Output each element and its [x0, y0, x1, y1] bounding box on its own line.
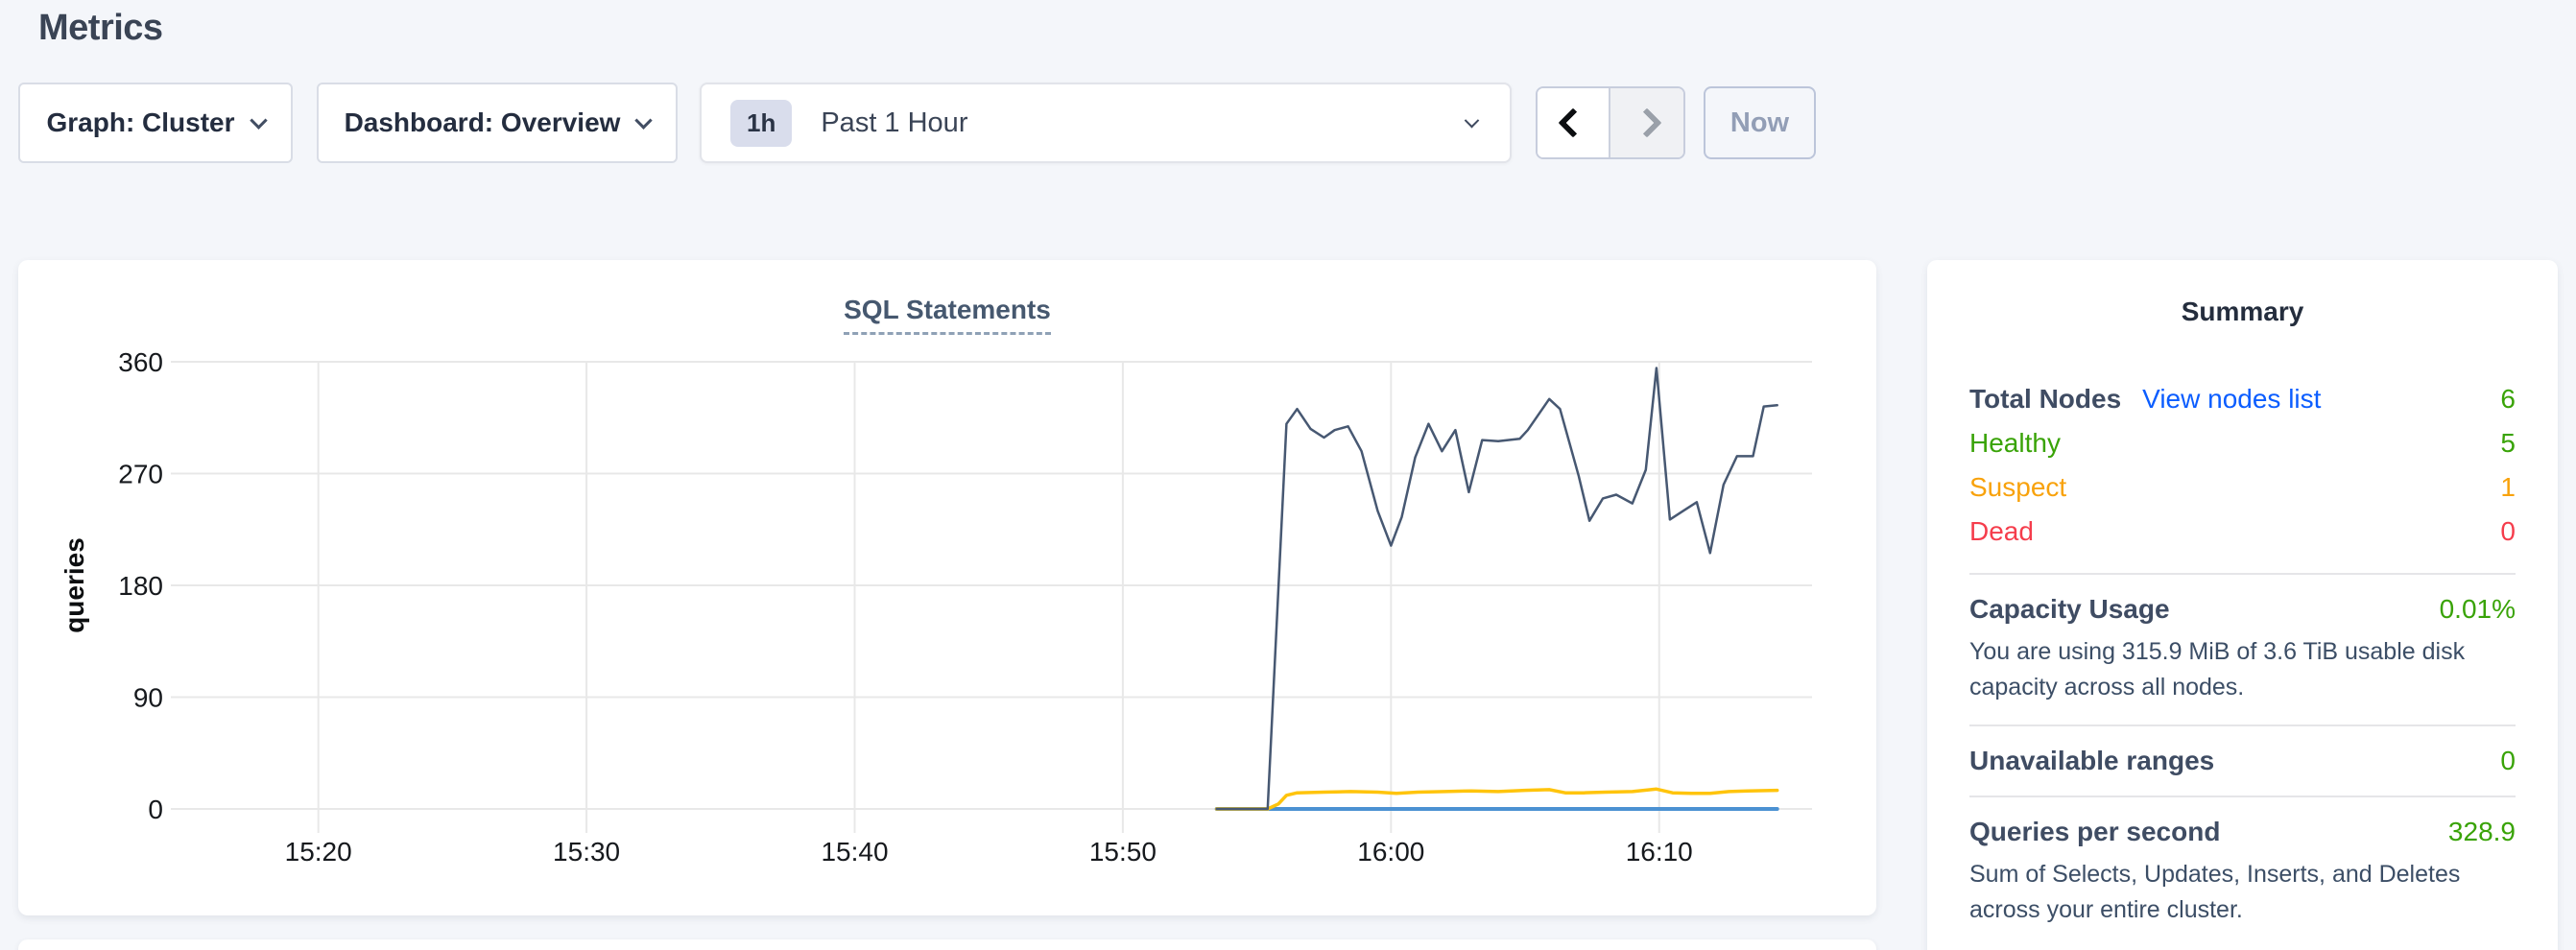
- capacity-usage-value: 0.01%: [2439, 594, 2516, 624]
- svg-text:360: 360: [118, 347, 163, 377]
- queries-per-second-section: Queries per second 328.9 Sum of Selects,…: [1969, 817, 2516, 928]
- suspect-label: Suspect: [1969, 472, 2067, 502]
- dead-value: 0: [2500, 516, 2516, 546]
- dashboard-dropdown[interactable]: Dashboard: Overview: [317, 83, 678, 163]
- divider: [1969, 724, 2516, 726]
- svg-text:270: 270: [118, 460, 163, 489]
- chevron-left-icon: [1558, 107, 1588, 138]
- dead-label: Dead: [1969, 516, 2034, 546]
- chevron-down-icon: [634, 110, 654, 130]
- healthy-nodes-row: Healthy 5: [1969, 421, 2516, 465]
- unavailable-ranges-value: 0: [2500, 746, 2516, 775]
- svg-text:15:40: 15:40: [821, 837, 888, 867]
- total-nodes-value: 6: [2500, 384, 2516, 414]
- chevron-right-icon: [1632, 107, 1662, 138]
- dead-nodes-row: Dead 0: [1969, 510, 2516, 554]
- next-chart-card-edge: [18, 939, 1876, 950]
- summary-panel: Summary Total Nodes View nodes list 6 He…: [1927, 260, 2558, 950]
- chevron-down-icon: [1464, 112, 1480, 128]
- divider: [1969, 796, 2516, 797]
- svg-text:15:20: 15:20: [285, 837, 352, 867]
- capacity-usage-description: You are using 315.9 MiB of 3.6 TiB usabl…: [1969, 638, 2466, 701]
- divider: [1969, 573, 2516, 575]
- node-status-list: Total Nodes View nodes list 6 Healthy 5 …: [1969, 377, 2516, 554]
- queries-per-second-value: 328.9: [2447, 817, 2516, 846]
- queries-per-second-label: Queries per second: [1969, 817, 2221, 846]
- now-button[interactable]: Now: [1704, 86, 1816, 159]
- total-nodes-label: Total Nodes: [1969, 384, 2122, 414]
- suspect-value: 1: [2500, 472, 2516, 502]
- svg-text:16:00: 16:00: [1357, 837, 1424, 867]
- time-range-selector[interactable]: 1h Past 1 Hour: [700, 83, 1512, 163]
- capacity-usage-section: Capacity Usage 0.01% You are using 315.9…: [1969, 594, 2516, 705]
- unavailable-ranges-section: Unavailable ranges 0: [1969, 746, 2516, 776]
- total-nodes-row: Total Nodes View nodes list 6: [1969, 377, 2516, 421]
- svg-text:0: 0: [148, 795, 163, 824]
- queries-per-second-description: Sum of Selects, Updates, Inserts, and De…: [1969, 861, 2461, 923]
- capacity-usage-label: Capacity Usage: [1969, 594, 2170, 624]
- sql-statements-chart[interactable]: 0 90 180 270 360 15:20 15:30 15:40 15:50 16:00 16:…: [18, 260, 1876, 915]
- summary-title: Summary: [2181, 297, 2304, 326]
- chart-title[interactable]: SQL Statements: [844, 295, 1051, 335]
- prev-timespan-button[interactable]: [1538, 88, 1610, 157]
- page-title: Metrics: [38, 8, 163, 48]
- time-range-badge: 1h: [730, 99, 793, 147]
- svg-text:15:30: 15:30: [553, 837, 620, 867]
- healthy-label: Healthy: [1969, 428, 2061, 458]
- svg-text:90: 90: [133, 683, 163, 713]
- time-range-label: Past 1 Hour: [821, 107, 968, 138]
- time-step-group: [1536, 86, 1685, 159]
- graph-dropdown-label: Graph: Cluster: [46, 107, 235, 137]
- suspect-nodes-row: Suspect 1: [1969, 465, 2516, 510]
- healthy-value: 5: [2500, 428, 2516, 458]
- svg-text:queries: queries: [60, 537, 89, 633]
- svg-text:180: 180: [118, 571, 163, 601]
- view-nodes-list-link[interactable]: View nodes list: [2142, 384, 2322, 414]
- chevron-down-icon: [249, 110, 268, 130]
- svg-text:16:10: 16:10: [1626, 837, 1693, 867]
- dashboard-dropdown-label: Dashboard: Overview: [344, 107, 621, 137]
- sql-statements-chart-card: SQL Statements 0 90 180 270 360 15:20 15:30 15:…: [18, 260, 1876, 915]
- next-timespan-button[interactable]: [1610, 88, 1683, 157]
- graph-dropdown[interactable]: Graph: Cluster: [18, 83, 293, 163]
- unavailable-ranges-label: Unavailable ranges: [1969, 746, 2215, 775]
- svg-text:15:50: 15:50: [1089, 837, 1157, 867]
